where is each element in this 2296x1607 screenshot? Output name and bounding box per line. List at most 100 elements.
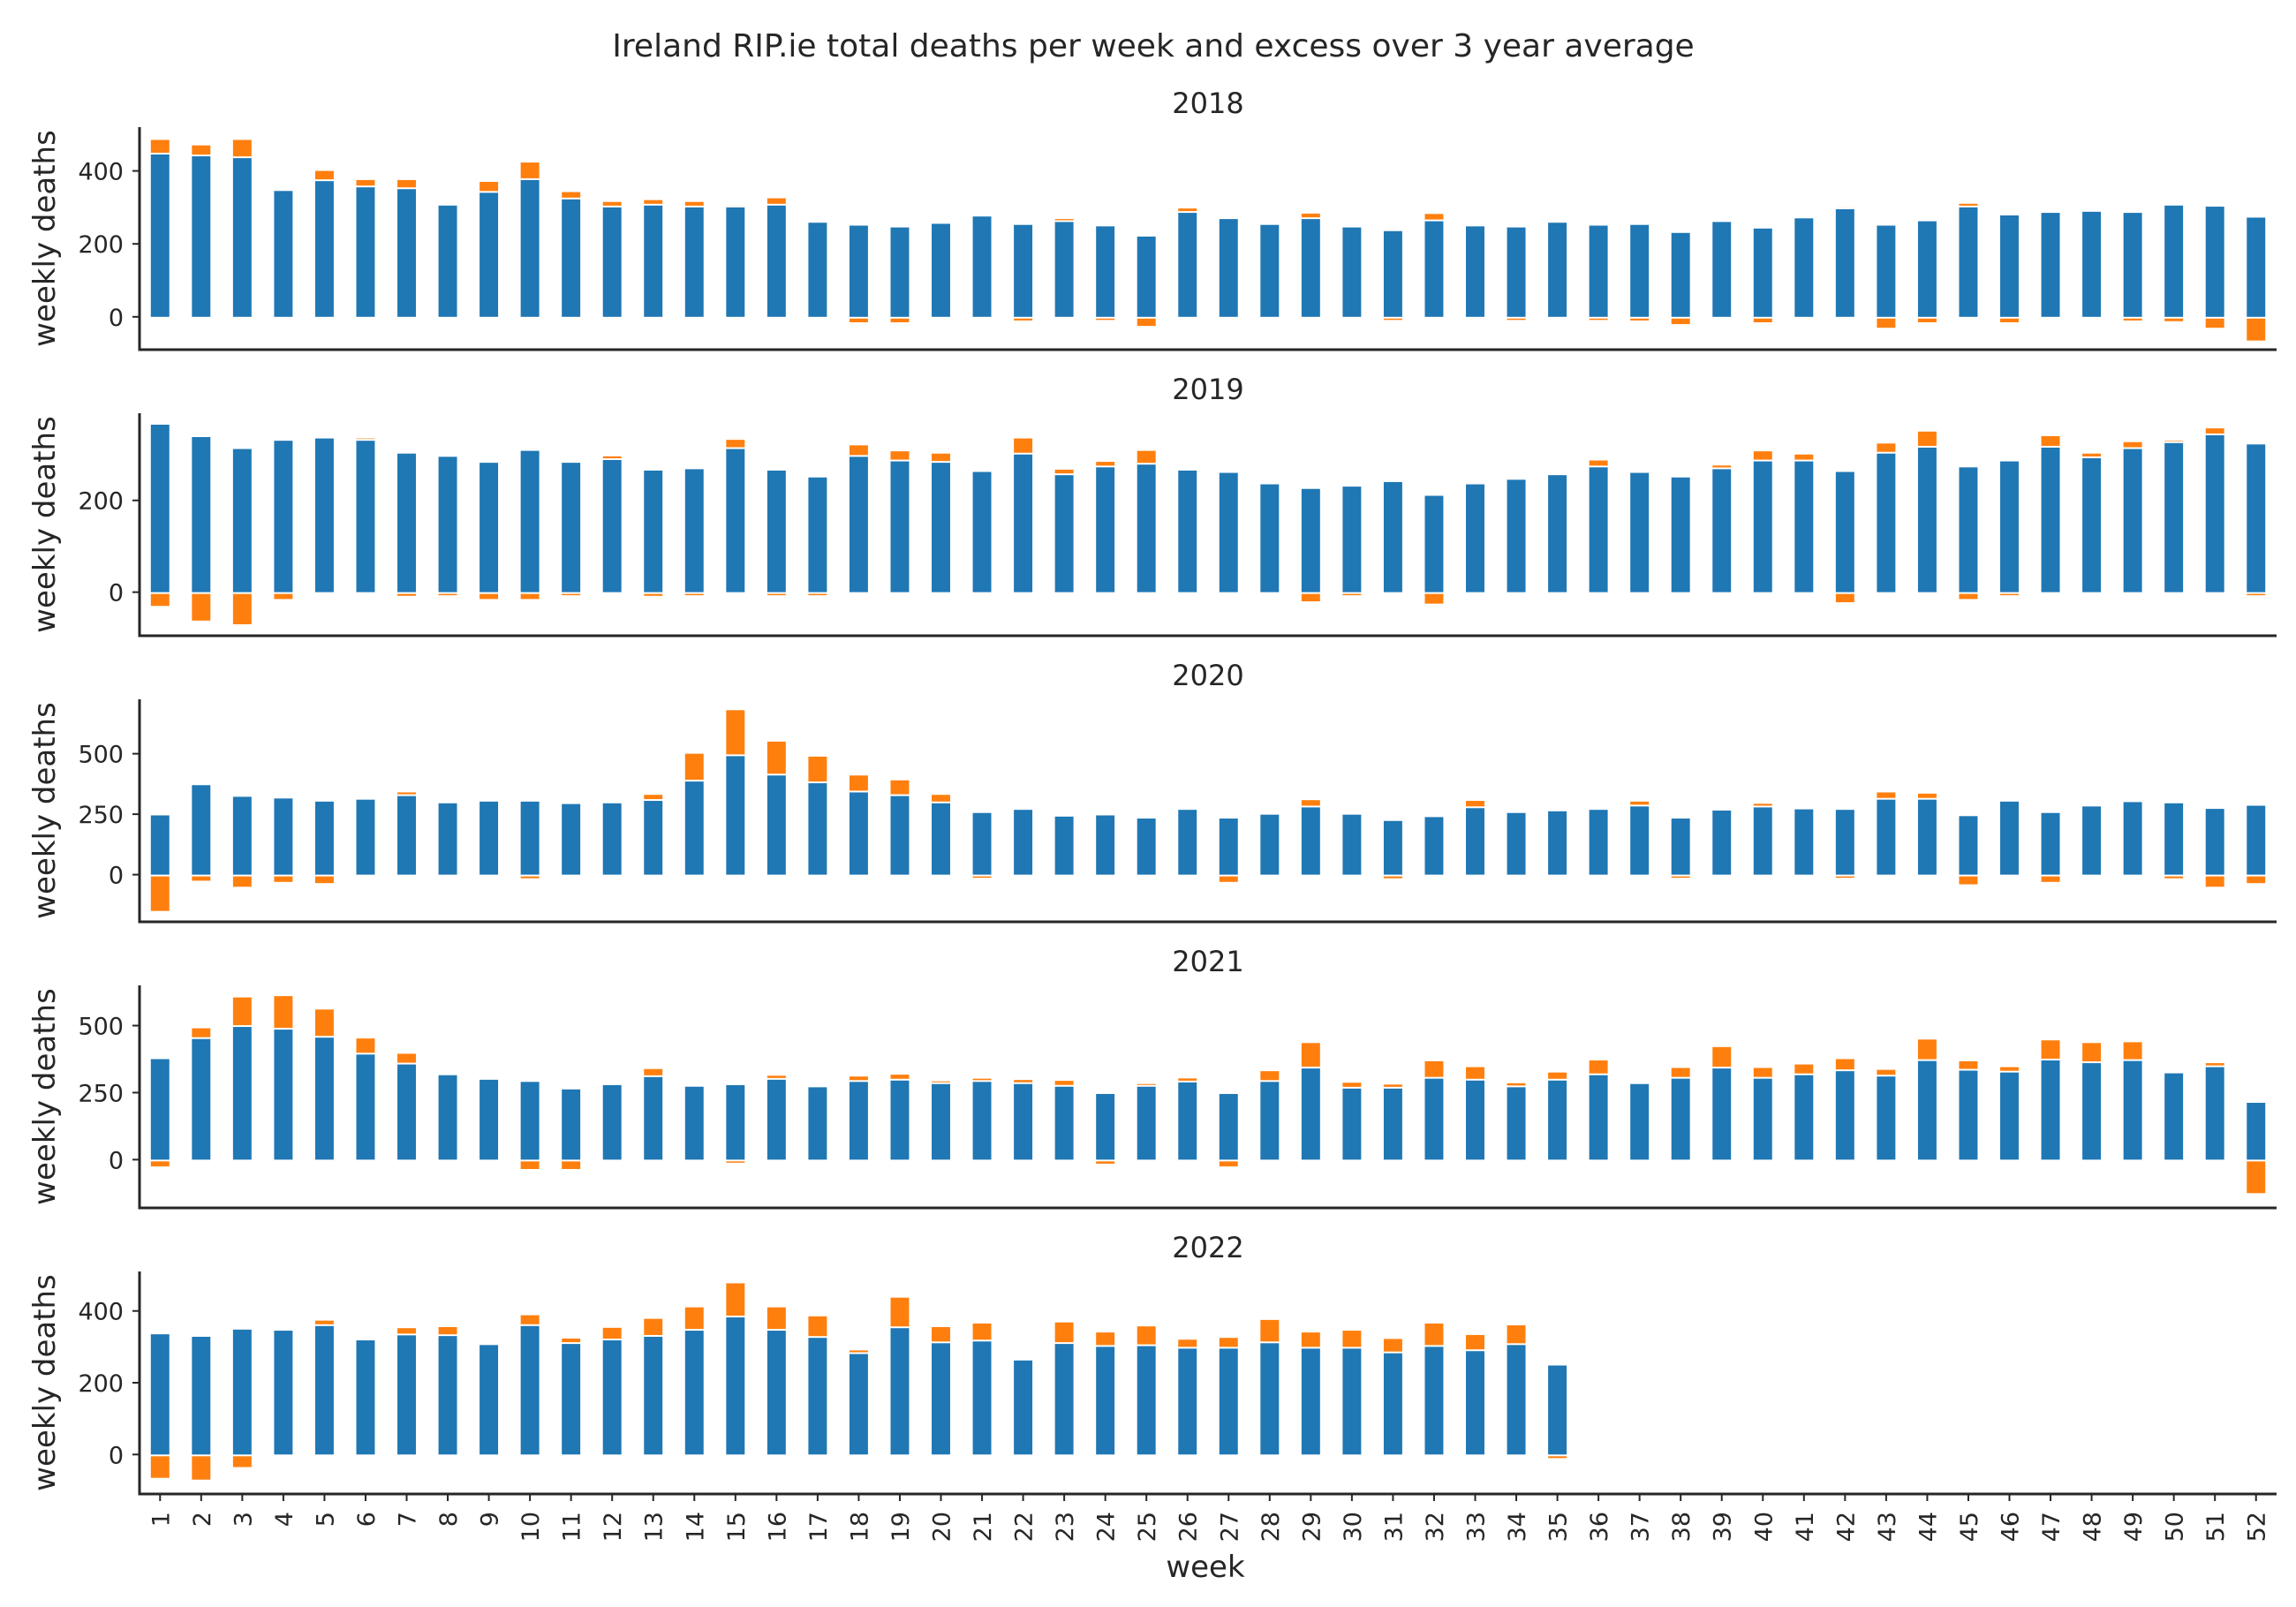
excess-bar-2019-week-19 [890, 451, 910, 460]
x-tick-label: 3 [230, 1512, 257, 1527]
excess-bar-2018-week-37 [1630, 318, 1650, 321]
deaths-bar-2021-week-33 [1466, 1080, 1484, 1160]
deaths-bar-2020-week-28 [1260, 814, 1280, 875]
deaths-bar-2020-week-9 [480, 801, 499, 875]
deaths-bar-2021-week-50 [2164, 1073, 2184, 1160]
y-tick-label: 500 [78, 1014, 124, 1041]
excess-bar-2019-week-17 [808, 593, 827, 596]
excess-bar-2021-week-15 [726, 1161, 745, 1163]
excess-bar-2019-week-39 [1712, 465, 1732, 468]
excess-bar-2019-week-3 [232, 593, 252, 625]
deaths-bar-2021-week-25 [1137, 1086, 1156, 1160]
deaths-bar-2020-week-45 [1959, 816, 1978, 875]
deaths-bar-2020-week-19 [890, 796, 910, 875]
excess-bar-2020-week-51 [2205, 876, 2224, 887]
excess-bar-2019-week-7 [397, 593, 416, 596]
deaths-bar-2022-week-19 [890, 1328, 910, 1455]
x-tick-label: 14 [682, 1512, 709, 1542]
panel-title: 2022 [1172, 1231, 1243, 1264]
y-tick-label: 0 [109, 1147, 124, 1174]
excess-bar-2022-week-31 [1383, 1339, 1402, 1352]
excess-bar-2019-week-44 [1917, 431, 1937, 446]
excess-bar-2022-week-3 [232, 1456, 252, 1467]
deaths-bar-2020-week-14 [684, 781, 704, 875]
deaths-bar-2020-week-12 [602, 803, 622, 875]
excess-bar-2022-week-24 [1096, 1332, 1115, 1346]
deaths-bar-2020-week-16 [767, 775, 786, 875]
excess-bar-2021-week-43 [1877, 1069, 1896, 1075]
excess-bar-2019-week-8 [438, 593, 457, 596]
x-tick-label: 10 [517, 1512, 545, 1542]
deaths-bar-2019-week-39 [1712, 469, 1732, 592]
deaths-bar-2022-week-7 [397, 1335, 416, 1455]
excess-bar-2019-week-45 [1959, 593, 1978, 600]
deaths-bar-2020-week-33 [1466, 808, 1484, 875]
x-tick-label: 51 [2202, 1512, 2230, 1542]
x-tick-label: 13 [641, 1512, 668, 1542]
axis-spine [138, 699, 2277, 924]
deaths-bar-2019-week-9 [480, 463, 499, 592]
excess-bar-2018-week-13 [644, 200, 663, 204]
y-axis-label: weekly deaths [27, 416, 63, 633]
deaths-bar-2020-week-2 [192, 785, 211, 875]
deaths-bar-2019-week-16 [767, 470, 786, 592]
deaths-bar-2018-week-21 [972, 216, 992, 317]
deaths-bar-2018-week-12 [602, 207, 622, 317]
deaths-bar-2019-week-7 [397, 453, 416, 592]
excess-bar-2018-week-7 [397, 179, 416, 188]
deaths-bar-2019-week-1 [150, 424, 170, 592]
excess-bar-2019-week-51 [2205, 428, 2224, 434]
excess-bar-2018-week-49 [2123, 318, 2142, 321]
chart-panels: 2018 0 200 400 weekly deaths 2019 0 200 weekly d… [27, 87, 2277, 1496]
deaths-bar-2020-week-39 [1712, 811, 1732, 875]
y-tick-label: 500 [78, 742, 124, 769]
axis-spine [138, 127, 2277, 351]
excess-bar-2021-week-26 [1178, 1078, 1197, 1081]
deaths-bar-2020-week-5 [314, 801, 334, 875]
excess-bar-2020-week-42 [1835, 876, 1854, 879]
excess-bar-2018-week-26 [1178, 208, 1197, 212]
deaths-bar-2021-week-9 [480, 1079, 499, 1160]
deaths-bar-2019-week-30 [1342, 487, 1362, 592]
excess-bar-2019-week-20 [932, 453, 950, 462]
deaths-bar-2021-week-15 [726, 1084, 745, 1160]
x-tick-label: 9 [477, 1512, 504, 1527]
excess-bar-2021-week-41 [1794, 1064, 1814, 1074]
excess-bar-2022-week-13 [644, 1318, 663, 1335]
excess-bar-2019-week-40 [1753, 451, 1772, 460]
deaths-bar-2018-week-13 [644, 205, 663, 317]
excess-bar-2019-week-2 [192, 593, 211, 621]
excess-bar-2021-week-23 [1054, 1081, 1074, 1085]
deaths-bar-2022-week-31 [1383, 1353, 1402, 1455]
y-tick-label: 0 [109, 1442, 124, 1469]
deaths-bar-2019-week-8 [438, 456, 457, 592]
excess-bar-2021-week-3 [232, 997, 252, 1026]
excess-bar-2021-week-42 [1835, 1059, 1854, 1070]
deaths-bar-2019-week-32 [1424, 495, 1444, 592]
deaths-bar-2022-week-16 [767, 1331, 786, 1455]
excess-bar-2019-week-13 [644, 593, 663, 596]
x-tick-label: 38 [1668, 1512, 1696, 1542]
deaths-bar-2018-week-5 [314, 181, 334, 317]
excess-bar-2018-week-22 [1014, 318, 1033, 321]
deaths-bar-2020-week-24 [1096, 815, 1115, 875]
deaths-bar-2022-week-21 [972, 1341, 992, 1455]
excess-bar-2022-week-14 [684, 1307, 704, 1330]
deaths-bar-2021-week-18 [849, 1082, 868, 1160]
deaths-bar-2021-week-16 [767, 1079, 786, 1160]
deaths-bar-2020-week-22 [1014, 810, 1033, 875]
y-axis-label: weekly deaths [27, 988, 63, 1205]
x-tick-label: 1 [147, 1512, 175, 1527]
deaths-bar-2021-week-17 [808, 1087, 827, 1160]
deaths-bar-2021-week-46 [2000, 1072, 2019, 1160]
excess-bar-2022-week-12 [602, 1327, 622, 1339]
deaths-bar-2022-week-32 [1424, 1347, 1444, 1455]
deaths-bar-2022-week-33 [1466, 1351, 1484, 1455]
deaths-bar-2018-week-50 [2164, 205, 2184, 317]
excess-bar-2022-week-25 [1137, 1326, 1156, 1345]
deaths-bar-2019-week-43 [1877, 453, 1896, 592]
y-axis-label: weekly deaths [27, 1274, 63, 1491]
deaths-bar-2021-week-29 [1301, 1068, 1320, 1160]
excess-bar-2019-week-36 [1589, 460, 1608, 466]
deaths-bar-2021-week-3 [232, 1027, 252, 1160]
